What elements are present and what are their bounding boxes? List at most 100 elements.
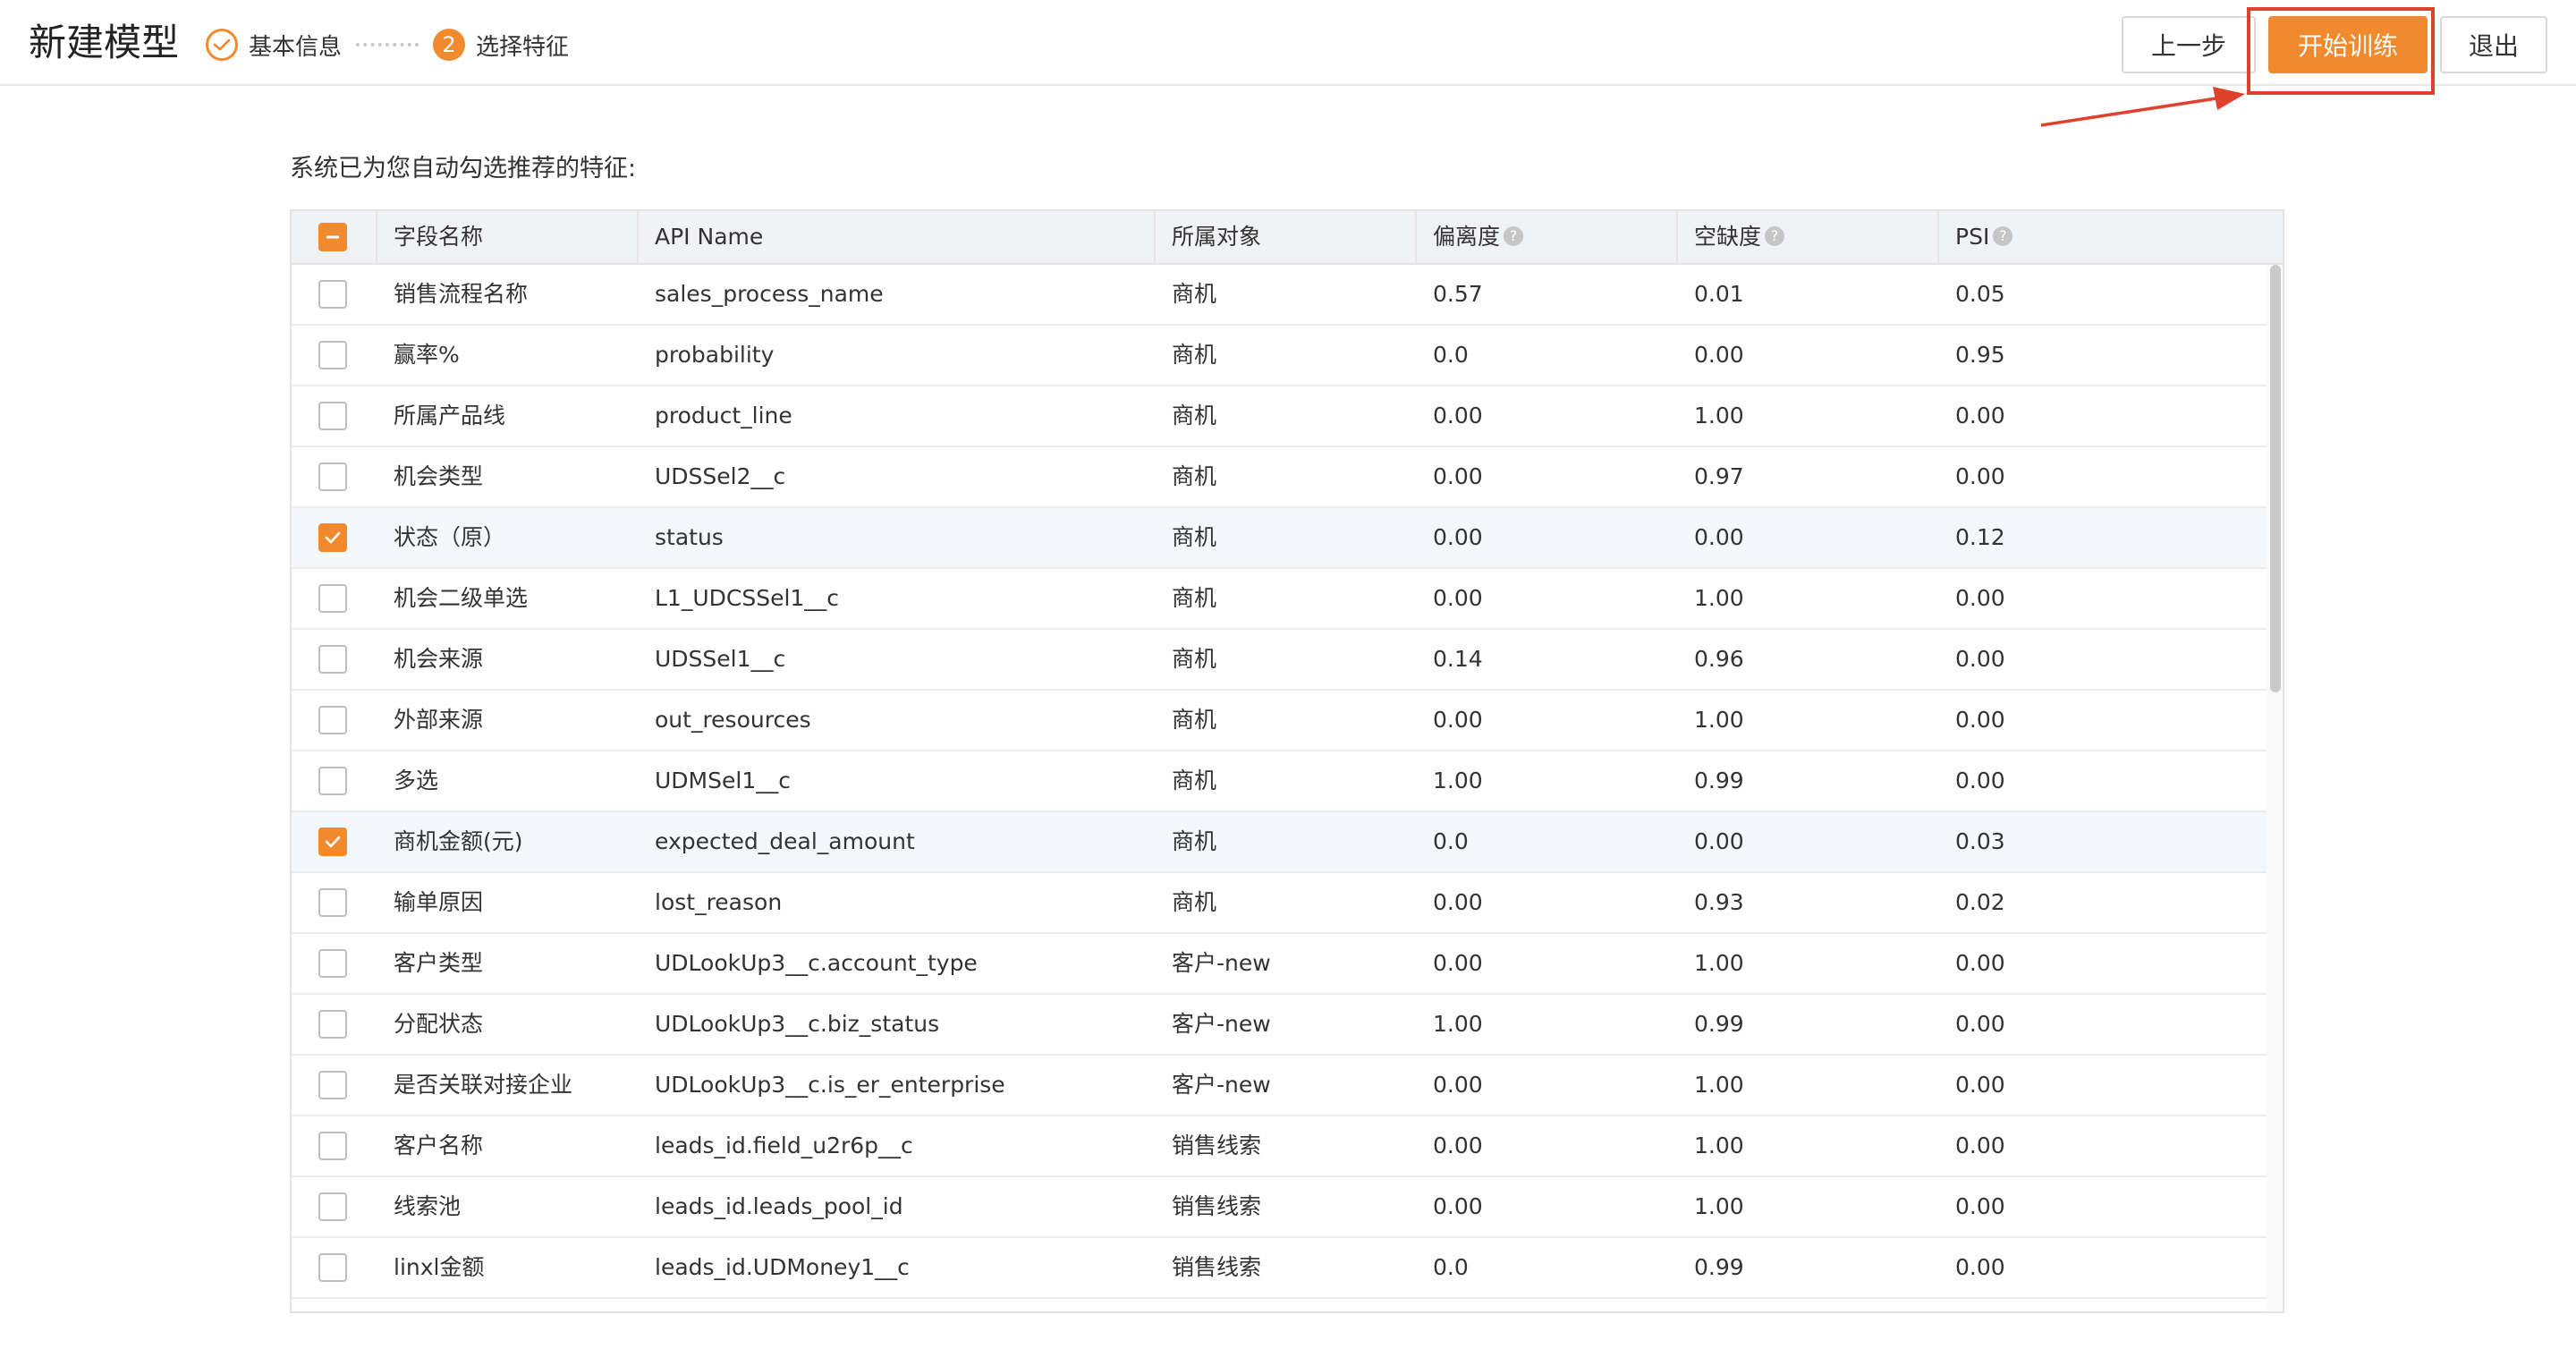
object-cell: 客户-new [1172,1072,1271,1098]
step-1-label: 基本信息 [249,33,343,61]
table-row[interactable]: 输单原因 lost_reason 商机 0.00 0.93 0.02 [292,873,2267,934]
step-2-number: 2 [433,29,466,61]
missing-rate-cell: 0.00 [1694,828,1744,854]
row-checkbox[interactable] [318,888,347,917]
help-icon[interactable]: ? [1765,226,1785,246]
api-name-cell: UDSSel1__c [655,646,786,672]
field-name-cell: 商机金额(元) [394,828,523,854]
table-row[interactable]: 商机金额(元) expected_deal_amount 商机 0.0 0.00 0.03 [292,812,2267,873]
column-header-name: 字段名称 [377,211,639,263]
row-checkbox[interactable] [318,949,347,978]
step-2-label: 选择特征 [476,33,570,61]
api-name-cell: lost_reason [655,889,783,915]
row-checkbox[interactable] [318,341,347,369]
table-row[interactable]: 所属产品线 product_line 商机 0.00 1.00 0.00 [292,386,2267,447]
missing-rate-cell: 0.96 [1694,646,1744,672]
row-checkbox[interactable] [318,1253,347,1282]
table-row[interactable]: 是否关联对接企业 UDLookUp3__c.is_er_enterprise 客户-… [292,1056,2267,1116]
column-header-missing-label: 空缺度 [1694,224,1762,250]
row-select-cell [292,751,377,810]
deviation-cell: 0.00 [1433,585,1483,611]
psi-cell: 0.00 [1955,585,2005,611]
row-select-cell [292,569,377,628]
table-row[interactable]: 销售流程名称 sales_process_name 商机 0.57 0.01 0.05 [292,265,2267,326]
deviation-cell: 1.00 [1433,1011,1483,1037]
field-name-cell: 赢率% [394,342,460,368]
table-row[interactable]: linxl金额 leads_id.UDMoney1__c 销售线索 0.0 0.99 0.… [292,1238,2267,1299]
object-cell: 商机 [1172,889,1217,915]
field-name-cell: 客户类型 [394,950,484,976]
row-select-cell [292,995,377,1054]
missing-rate-cell: 0.00 [1694,524,1744,550]
row-checkbox[interactable] [318,1192,347,1221]
deviation-cell: 0.00 [1433,889,1483,915]
table-row[interactable]: 多选 UDMSel1__c 商机 1.00 0.99 0.00 [292,751,2267,812]
help-icon[interactable]: ? [1504,226,1524,246]
deviation-cell: 0.00 [1433,463,1483,489]
table-row[interactable]: 赢率% probability 商机 0.0 0.00 0.95 [292,326,2267,386]
missing-rate-cell: 1.00 [1694,585,1744,611]
object-cell: 商机 [1172,828,1217,854]
table-row[interactable]: 机会来源 UDSSel1__c 商机 0.14 0.96 0.00 [292,630,2267,691]
deviation-cell: 0.00 [1433,1133,1483,1158]
table-row[interactable]: 机会类型 UDSSel2__c 商机 0.00 0.97 0.00 [292,447,2267,508]
psi-cell: 0.00 [1955,1133,2005,1158]
row-checkbox[interactable] [318,767,347,795]
row-checkbox[interactable] [318,645,347,674]
api-name-cell: UDLookUp3__c.account_type [655,950,978,976]
select-all-checkbox[interactable] [318,223,347,251]
deviation-cell: 0.00 [1433,403,1483,428]
help-icon[interactable]: ? [1993,226,2013,246]
exit-button[interactable]: 退出 [2440,16,2547,73]
table-row[interactable]: 状态（原） status 商机 0.00 0.00 0.12 [292,508,2267,569]
missing-rate-cell: 1.00 [1694,1072,1744,1098]
api-name-cell: product_line [655,403,792,428]
deviation-cell: 1.00 [1433,768,1483,793]
field-name-cell: linxl金额 [394,1254,485,1280]
row-checkbox[interactable] [318,523,347,552]
psi-cell: 0.00 [1955,403,2005,428]
api-name-cell: UDLookUp3__c.is_er_enterprise [655,1072,1005,1098]
api-name-cell: leads_id.field_u2r6p__c [655,1133,913,1158]
api-name-cell: probability [655,342,775,368]
field-name-cell: 是否关联对接企业 [394,1072,573,1098]
row-checkbox[interactable] [318,1010,347,1039]
select-all-cell [292,211,377,263]
object-cell: 商机 [1172,463,1217,489]
psi-cell: 0.05 [1955,281,2005,307]
row-select-cell [292,265,377,324]
table-row[interactable]: 分配状态 UDLookUp3__c.biz_status 客户-new 1.00 0.9… [292,995,2267,1056]
api-name-cell: L1_UDCSSel1__c [655,585,840,611]
table-row[interactable]: 机会二级单选 L1_UDCSSel1__c 商机 0.00 1.00 0.00 [292,569,2267,630]
table-row[interactable]: 线索池 leads_id.leads_pool_id 销售线索 0.00 1.00 0.0… [292,1177,2267,1238]
table-row[interactable]: 客户名称 leads_id.field_u2r6p__c 销售线索 0.00 1.00 0… [292,1116,2267,1177]
row-checkbox[interactable] [318,1132,347,1160]
row-checkbox[interactable] [318,280,347,309]
psi-cell: 0.00 [1955,1072,2005,1098]
missing-rate-cell: 1.00 [1694,1133,1744,1158]
object-cell: 销售线索 [1172,1193,1262,1219]
row-checkbox[interactable] [318,402,347,430]
start-training-button[interactable]: 开始训练 [2268,16,2428,73]
api-name-cell: UDMSel1__c [655,768,791,793]
column-header-psi-label: PSI [1955,224,1990,250]
field-name-cell: 机会二级单选 [394,585,529,611]
table-row[interactable]: 客户类型 UDLookUp3__c.account_type 客户-new 0.00 1… [292,934,2267,995]
row-checkbox[interactable] [318,1071,347,1099]
row-checkbox[interactable] [318,706,347,734]
row-checkbox[interactable] [318,462,347,491]
api-name-cell: out_resources [655,707,811,733]
object-cell: 商机 [1172,524,1217,550]
row-checkbox[interactable] [318,584,347,613]
object-cell: 销售线索 [1172,1254,1262,1280]
column-header-missing: 空缺度? [1678,211,1939,263]
psi-cell: 0.00 [1955,463,2005,489]
object-cell: 客户-new [1172,950,1271,976]
prev-step-button[interactable]: 上一步 [2122,16,2256,73]
table-row[interactable]: 外部来源 out_resources 商机 0.00 1.00 0.00 [292,691,2267,751]
row-select-cell [292,508,377,567]
row-checkbox[interactable] [318,827,347,856]
scrollbar-thumb[interactable] [2270,265,2281,692]
missing-rate-cell: 0.99 [1694,1254,1744,1280]
psi-cell: 0.12 [1955,524,2005,550]
